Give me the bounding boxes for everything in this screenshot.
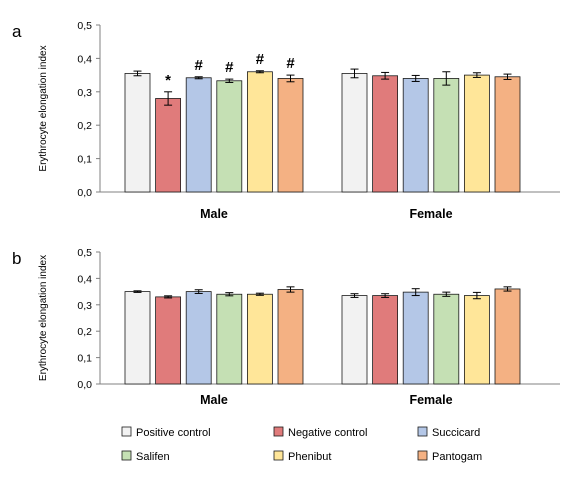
bar xyxy=(463,74,490,193)
bar xyxy=(494,288,521,385)
bar xyxy=(433,78,460,193)
y-tick-label: 0,3 xyxy=(77,87,92,99)
bar xyxy=(402,78,429,193)
legend-label: Negative control xyxy=(288,427,368,439)
y-tick-label: 0,4 xyxy=(77,273,92,285)
bar xyxy=(185,77,212,193)
y-tick-label: 0,1 xyxy=(77,154,92,166)
significance-marker: # xyxy=(225,59,234,76)
y-tick-label: 0,0 xyxy=(77,379,92,391)
bar xyxy=(341,295,368,385)
panel-letter: a xyxy=(12,22,22,41)
bar xyxy=(246,293,273,385)
category-label: Male xyxy=(200,207,228,221)
y-tick-label: 0,1 xyxy=(77,353,92,365)
significance-marker: * xyxy=(165,72,171,89)
category-label: Female xyxy=(409,393,452,407)
bar xyxy=(372,75,399,193)
y-tick-label: 0,2 xyxy=(77,120,92,132)
significance-marker: # xyxy=(195,57,204,74)
y-tick-label: 0,4 xyxy=(77,53,92,65)
significance-marker: # xyxy=(256,51,265,68)
bar xyxy=(277,289,304,385)
legend-label: Succicard xyxy=(432,427,480,439)
bar xyxy=(124,291,151,385)
y-tick-label: 0,5 xyxy=(77,20,92,32)
bar xyxy=(246,71,273,193)
bar xyxy=(124,73,151,193)
category-label: Female xyxy=(409,207,452,221)
bar xyxy=(433,293,460,385)
legend-swatch xyxy=(273,426,284,437)
bar xyxy=(372,295,399,385)
panel-letter: b xyxy=(12,249,21,268)
legend: Positive control Negative control Succicar… xyxy=(121,426,482,463)
bar xyxy=(341,73,368,193)
chart-panel-b: b Erythrocyte elongation index 0,0 0,1 0,2 0,… xyxy=(12,247,560,407)
bar xyxy=(277,78,304,193)
y-axis-title: Erythrocyte elongation index xyxy=(38,255,49,381)
bar xyxy=(402,291,429,385)
legend-swatch xyxy=(417,450,428,461)
legend-swatch xyxy=(121,426,132,437)
bar xyxy=(155,98,182,193)
bar xyxy=(216,293,243,385)
significance-marker: # xyxy=(286,55,295,72)
bar xyxy=(494,76,521,193)
y-axis-title: Erythrocyte elongation index xyxy=(38,45,49,171)
y-tick-label: 0,5 xyxy=(77,247,92,259)
bar xyxy=(463,295,490,385)
legend-label: Salifen xyxy=(136,451,170,463)
category-label: Male xyxy=(200,393,228,407)
legend-swatch xyxy=(121,450,132,461)
legend-swatch xyxy=(417,426,428,437)
legend-label: Phenibut xyxy=(288,451,331,463)
y-tick-label: 0,0 xyxy=(77,187,92,199)
legend-swatch xyxy=(273,450,284,461)
bar xyxy=(216,80,243,193)
legend-label: Positive control xyxy=(136,427,211,439)
bar xyxy=(185,291,212,385)
chart-panel-a: a Erythrocyte elongation index 0,0 0,1 0,2 0,… xyxy=(12,20,560,221)
y-tick-label: 0,2 xyxy=(77,326,92,338)
legend-label: Pantogam xyxy=(432,451,482,463)
y-tick-label: 0,3 xyxy=(77,300,92,312)
bar xyxy=(155,296,182,385)
